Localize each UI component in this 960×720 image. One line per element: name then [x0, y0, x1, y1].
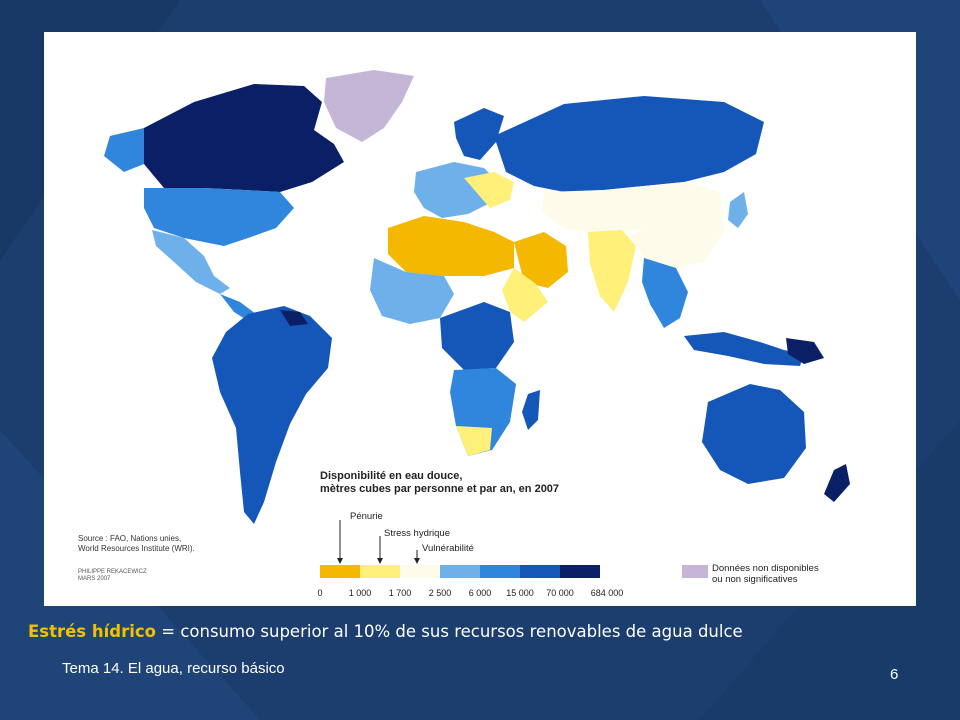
source-note: Source : FAO, Nations unies, World Resou…	[78, 534, 278, 554]
page-number: 6	[890, 666, 899, 683]
indonesia-shape	[684, 332, 804, 366]
mexico-shape	[152, 230, 230, 294]
japan-shape	[728, 192, 748, 228]
greenland-shape	[324, 70, 414, 142]
source-line1: Source : FAO, Nations unies,	[78, 534, 182, 543]
source-line2: World Resources Institute (WRI).	[78, 544, 195, 553]
south-africa-shape	[456, 426, 492, 456]
scale-tick-0: 0	[317, 588, 323, 598]
legend-swatch-70000-684000	[560, 565, 600, 578]
legend-swatch-vulnerability	[400, 565, 440, 578]
world-water-availability-map: Disponibilité en eau douce, mètres cubes…	[44, 32, 916, 606]
legend-swatch-penurie	[320, 565, 360, 578]
legend-swatch-2500-6000	[440, 565, 480, 578]
russia-shape	[494, 96, 764, 192]
legend-swatch-stress	[360, 565, 400, 578]
canada-shape	[144, 84, 344, 192]
scale-tick-2: 1 700	[388, 588, 412, 598]
legend-swatch-nodata	[682, 565, 708, 578]
slide-footer: Tema 14. El agua, recurso básico	[62, 660, 285, 677]
legend-scale	[320, 520, 708, 578]
legend-title: Disponibilité en eau douce, mètres cubes…	[320, 470, 620, 496]
scale-tick-3: 2 500	[428, 588, 452, 598]
china-shape	[630, 182, 724, 270]
marker-penurie-label: Pénurie	[350, 511, 383, 522]
new-guinea-shape	[786, 338, 824, 364]
arabia-shape	[514, 232, 568, 288]
nodata-line1: Données non disponibles	[712, 563, 819, 574]
alaska-shape	[104, 128, 144, 172]
marker-stress-label: Stress hydrique	[384, 528, 451, 539]
nodata-legend-label: Données non disponibles ou non significa…	[712, 563, 862, 585]
scandinavia-shape	[454, 108, 504, 160]
new-zealand-shape	[824, 464, 850, 502]
usa-shape	[144, 188, 294, 246]
eastern-europe-shape	[464, 172, 514, 208]
madagascar-shape	[522, 390, 540, 430]
definition-term: Estrés hídrico	[28, 622, 156, 641]
definition-text: = consumo superior al 10% de sus recurso…	[156, 622, 743, 641]
india-shape	[588, 230, 636, 312]
legend-title-line2: mètres cubes par personne et par an, en …	[320, 483, 560, 495]
water-stress-definition: Estrés hídrico = consumo superior al 10%…	[28, 622, 948, 641]
world-map-graphic	[104, 70, 850, 578]
legend-title-line1: Disponibilité en eau douce,	[320, 470, 463, 482]
marker-vulnerability-label: Vulnérabilité	[422, 543, 474, 554]
guianas-shape	[280, 310, 308, 326]
credit-line1: PHILIPPE REKACEWICZ	[78, 569, 147, 575]
scale-tick-5: 15 000	[506, 588, 534, 598]
cartographer-credit: PHILIPPE REKACEWICZ MARS 2007	[78, 569, 147, 583]
scale-tick-4: 6 000	[468, 588, 492, 598]
west-africa-shape	[370, 258, 454, 324]
central-asia-shape	[542, 186, 660, 236]
south-america-shape	[212, 306, 332, 524]
legend-swatch-15000-70000	[520, 565, 560, 578]
legend-swatch-6000-15000	[480, 565, 520, 578]
australia-shape	[702, 384, 806, 484]
central-africa-shape	[440, 302, 514, 370]
horn-africa-shape	[502, 268, 548, 322]
southeast-asia-shape	[642, 258, 688, 328]
north-africa-shape	[388, 216, 514, 276]
scale-tick-7: 684 000	[590, 588, 624, 598]
scale-tick-6: 70 000	[546, 588, 574, 598]
credit-line2: MARS 2007	[78, 576, 111, 582]
scale-tick-1: 1 000	[348, 588, 372, 598]
nodata-line2: ou non significatives	[712, 574, 798, 585]
